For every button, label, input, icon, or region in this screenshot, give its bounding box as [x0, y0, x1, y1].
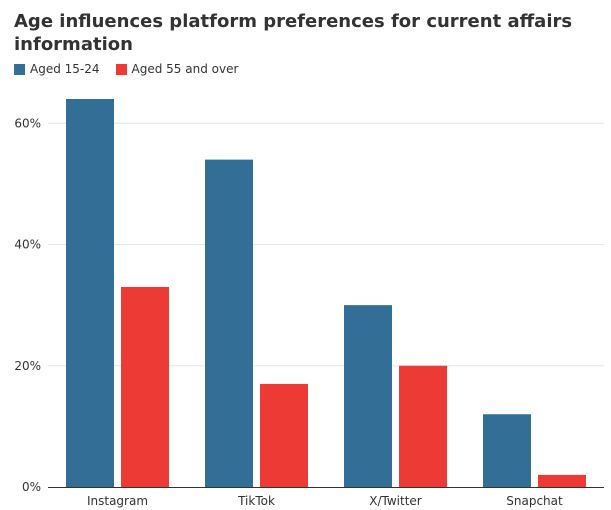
bar-instagram-aged-55-and-over: [121, 286, 169, 487]
bar-instagram-aged-15-24: [66, 99, 114, 487]
y-tick-label-0: 0%: [22, 480, 41, 494]
y-tick-label-40: 40%: [14, 238, 41, 252]
legend-item-aged-55-and-over[interactable]: Aged 55 and over: [115, 62, 239, 76]
bar-snapchat-aged-55-and-over: [538, 474, 586, 487]
x-tick-label-tiktok: TikTok: [237, 494, 275, 508]
legend-label-aged-55-and-over: Aged 55 and over: [131, 62, 239, 76]
y-tick-label-60: 60%: [14, 116, 41, 130]
legend-label-aged-15-24: Aged 15-24: [30, 62, 100, 76]
bar-tiktok-aged-15-24: [205, 159, 253, 487]
bar-x-twitter-aged-55-and-over: [399, 365, 447, 487]
legend: Aged 15-24 Aged 55 and over: [14, 62, 254, 76]
bar-snapchat-aged-15-24: [483, 414, 531, 487]
x-tick-label-instagram: Instagram: [87, 494, 148, 508]
legend-swatch-aged-15-24: [14, 63, 25, 75]
y-tick-label-20: 20%: [14, 359, 41, 373]
legend-item-aged-15-24[interactable]: Aged 15-24: [14, 62, 100, 76]
chart-title: Age influences platform preferences for …: [14, 11, 573, 55]
legend-swatch-aged-55-and-over: [115, 63, 127, 75]
x-tick-label-x-twitter: X/Twitter: [369, 494, 422, 508]
bar-tiktok-aged-55-and-over: [260, 383, 308, 487]
x-tick-label-snapchat: Snapchat: [506, 494, 563, 508]
bar-x-twitter-aged-15-24: [344, 305, 392, 487]
